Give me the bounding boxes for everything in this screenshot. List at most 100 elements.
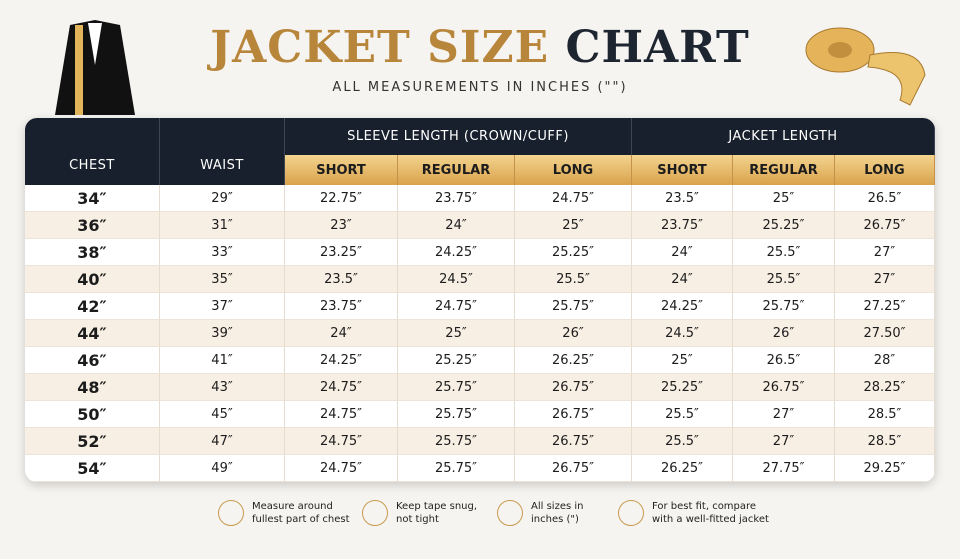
table-cell: 28.5″ <box>835 428 935 455</box>
table-cell: 24.75″ <box>398 293 515 320</box>
jacket-icon <box>55 20 135 115</box>
table-cell: 25.5″ <box>733 266 835 293</box>
table-cell: 25″ <box>632 347 733 374</box>
note-text: Keep tape snug, not tight <box>396 500 477 526</box>
note-line: Measure around <box>252 501 333 512</box>
chest-cell: 42″ <box>25 293 160 320</box>
table-cell: 37″ <box>160 293 285 320</box>
table-cell: 26.75″ <box>515 428 632 455</box>
note-line: For best fit, compare <box>652 501 757 512</box>
table-cell: 23.75″ <box>285 293 398 320</box>
table-cell: 23.75″ <box>398 185 515 212</box>
table-cell: 33″ <box>160 239 285 266</box>
table-cell: 22.75″ <box>285 185 398 212</box>
table-cell: 24.25″ <box>285 347 398 374</box>
note: All sizes in inches (") <box>497 500 583 526</box>
sub-header: SHORT <box>285 155 398 185</box>
table-cell: 24″ <box>285 320 398 347</box>
table-cell: 24.5″ <box>398 266 515 293</box>
group-header: JACKET LENGTH <box>632 118 935 155</box>
table-cell: 24.75″ <box>285 455 398 482</box>
chest-cell: 34″ <box>25 185 160 212</box>
table-cell: 27″ <box>733 401 835 428</box>
table-cell: 25.25″ <box>733 212 835 239</box>
table-cell: 28.5″ <box>835 401 935 428</box>
table-cell: 39″ <box>160 320 285 347</box>
table-cell: 26″ <box>515 320 632 347</box>
note: Measure around fullest part of chest <box>218 500 350 526</box>
table-cell: 27.25″ <box>835 293 935 320</box>
chest-cell: 52″ <box>25 428 160 455</box>
table-cell: 31″ <box>160 212 285 239</box>
note-text: For best fit, compare with a well-fitted … <box>652 500 769 526</box>
table-cell: 27″ <box>835 266 935 293</box>
group-header: SLEEVE LENGTH (CROWN/CUFF) <box>285 118 632 155</box>
note-icon <box>362 500 388 526</box>
waist-header: WAIST <box>160 118 285 185</box>
table-cell: 23″ <box>285 212 398 239</box>
table-cell: 25.75″ <box>398 401 515 428</box>
note-line: All sizes in <box>531 501 584 512</box>
table-cell: 25″ <box>515 212 632 239</box>
note-line: not tight <box>396 514 439 525</box>
note-icon <box>618 500 644 526</box>
chest-cell: 54″ <box>25 455 160 482</box>
table-cell: 26.75″ <box>515 455 632 482</box>
table-cell: 25.25″ <box>515 239 632 266</box>
chest-cell: 40″ <box>25 266 160 293</box>
table-cell: 25.5″ <box>733 239 835 266</box>
chest-cell: 46″ <box>25 347 160 374</box>
table-cell: 24.75″ <box>285 401 398 428</box>
table-cell: 25″ <box>733 185 835 212</box>
table-cell: 25.75″ <box>398 455 515 482</box>
size-table: CHEST WAIST SLEEVE LENGTH (CROWN/CUFF) JACK… <box>25 118 935 482</box>
table-cell: 24″ <box>632 239 733 266</box>
table-cell: 26″ <box>733 320 835 347</box>
table-cell: 25.25″ <box>398 347 515 374</box>
table-cell: 23.5″ <box>632 185 733 212</box>
note: Keep tape snug, not tight <box>362 500 477 526</box>
table-cell: 24.75″ <box>285 374 398 401</box>
table-cell: 26.75″ <box>515 374 632 401</box>
table-cell: 24.75″ <box>515 185 632 212</box>
chest-cell: 50″ <box>25 401 160 428</box>
table-cell: 24.25″ <box>632 293 733 320</box>
note-line: Keep tape snug, <box>396 501 478 512</box>
note: For best fit, compare with a well-fitted … <box>618 500 769 526</box>
table-cell: 23.75″ <box>632 212 733 239</box>
table-cell: 26.75″ <box>835 212 935 239</box>
sub-header: LONG <box>835 155 935 185</box>
note-text: All sizes in inches (") <box>531 500 583 526</box>
sub-header: SHORT <box>632 155 733 185</box>
table-cell: 23.5″ <box>285 266 398 293</box>
table-cell: 24″ <box>632 266 733 293</box>
footer: Measure around fullest part of chest Keep … <box>0 500 960 540</box>
table-cell: 24″ <box>398 212 515 239</box>
table-cell: 28.25″ <box>835 374 935 401</box>
note-icon <box>497 500 523 526</box>
note-text: Measure around fullest part of chest <box>252 500 350 526</box>
table-cell: 25″ <box>398 320 515 347</box>
table-cell: 25.75″ <box>515 293 632 320</box>
table-cell: 29″ <box>160 185 285 212</box>
table-cell: 25.5″ <box>515 266 632 293</box>
table-cell: 25.5″ <box>632 401 733 428</box>
title-gold: JACKET SIZE <box>210 22 550 73</box>
chest-header: CHEST <box>25 118 160 185</box>
sub-header: REGULAR <box>398 155 515 185</box>
tape-icon <box>805 27 926 106</box>
table-cell: 27.50″ <box>835 320 935 347</box>
table-cell: 27″ <box>835 239 935 266</box>
note-line: inches (") <box>531 514 579 525</box>
table-cell: 49″ <box>160 455 285 482</box>
table-cell: 45″ <box>160 401 285 428</box>
table-cell: 24.5″ <box>632 320 733 347</box>
table-cell: 27″ <box>733 428 835 455</box>
note-icon <box>218 500 244 526</box>
table-cell: 26.75″ <box>733 374 835 401</box>
table-cell: 24.75″ <box>285 428 398 455</box>
table-cell: 25.75″ <box>398 374 515 401</box>
title-dark: CHART <box>565 22 750 73</box>
table-cell: 35″ <box>160 266 285 293</box>
